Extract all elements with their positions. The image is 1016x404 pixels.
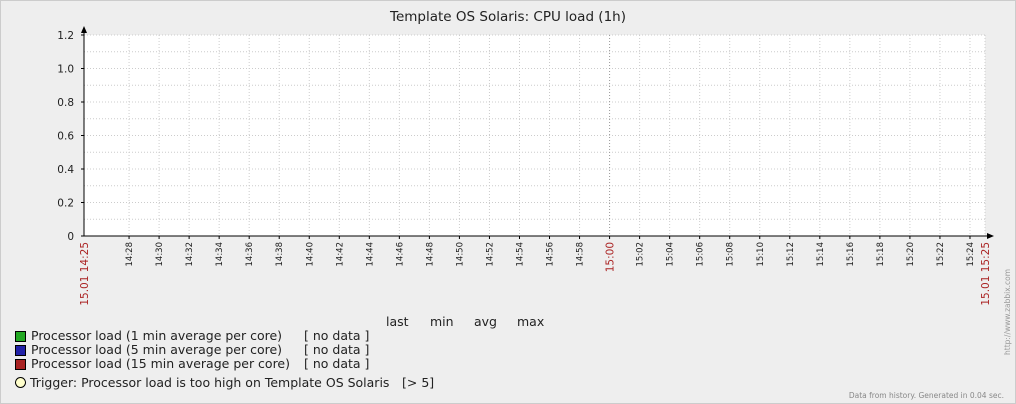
x-tick-label: 14:38 (275, 242, 285, 267)
trigger-label: Trigger: Processor load is too high on T… (30, 375, 390, 390)
y-tick-label: 0 (67, 231, 74, 243)
x-tick-label: 15:02 (636, 242, 646, 267)
x-end-label: 15.01 15:25 (980, 242, 992, 306)
x-tick-label: 15:08 (726, 242, 736, 267)
x-tick-label: 15:22 (936, 242, 946, 267)
trigger-value: [> 5] (402, 375, 435, 390)
x-tick-label: 15:10 (756, 242, 766, 267)
legend-col-max: max (517, 314, 545, 329)
y-tick-label: 0.6 (57, 131, 74, 143)
x-tick-label: 14:52 (485, 242, 495, 267)
x-start-label: 15.01 14:25 (79, 242, 91, 306)
y-tick-label: 0.4 (57, 164, 74, 176)
x-tick-label: 15:16 (846, 242, 856, 267)
x-tick-label: 14:36 (245, 242, 255, 267)
x-tick-label: 14:46 (395, 242, 405, 267)
legend-swatch-15min (15, 359, 26, 370)
x-tick-label: 15:06 (696, 242, 706, 267)
x-tick-label: 14:28 (125, 242, 135, 267)
x-tick-label: 14:44 (365, 242, 375, 267)
legend-label-5min: Processor load (5 min average per core) (31, 342, 283, 357)
x-tick-label: 15:24 (966, 242, 976, 267)
x-tick-label: 15:04 (666, 242, 676, 267)
x-tick-label: 14:54 (515, 242, 525, 267)
legend-col-min: min (430, 314, 454, 329)
x-tick-label: 14:56 (546, 242, 556, 267)
x-tick-label: 15:12 (786, 242, 796, 267)
y-tick-label: 0.8 (57, 97, 74, 109)
y-tick-label: 1.0 (57, 64, 74, 76)
y-tick-label: 0.2 (57, 198, 74, 210)
legend-col-last: last (386, 314, 409, 329)
legend-col-avg: avg (474, 314, 497, 329)
footer-note: Data from history. Generated in 0.04 sec… (848, 391, 1004, 400)
y-tick-label: 1.2 (57, 30, 74, 42)
x-tick-label: 14:50 (455, 242, 465, 267)
trigger-marker-icon (15, 377, 26, 388)
x-tick-label: 14:32 (185, 242, 195, 267)
x-tick-label: 15:20 (906, 242, 916, 267)
y-axis-arrow (81, 26, 87, 33)
x-tick-label: 15:00 (605, 242, 617, 272)
x-tick-label: 14:58 (576, 242, 586, 267)
legend-swatch-5min (15, 345, 26, 356)
chart-title: Template OS Solaris: CPU load (1h) (390, 9, 626, 25)
x-tick-label: 14:42 (335, 242, 345, 267)
x-tick-label: 14:34 (215, 242, 225, 267)
x-axis-arrow (987, 233, 994, 239)
x-tick-label: 14:40 (305, 242, 315, 267)
legend-value-1min: [ no data ] (304, 328, 370, 343)
x-tick-label: 15:18 (876, 242, 886, 267)
legend-label-1min: Processor load (1 min average per core) (31, 328, 283, 343)
x-tick-label: 14:48 (425, 242, 435, 267)
zabbix-watermark: http://www.zabbix.com (1003, 268, 1012, 355)
legend-label-15min: Processor load (15 min average per core) (31, 356, 291, 371)
legend-value-15min: [ no data ] (304, 356, 370, 371)
x-tick-label: 15:14 (816, 242, 826, 267)
legend-swatch-1min (15, 331, 26, 342)
x-tick-label: 14:30 (155, 242, 165, 267)
legend-value-5min: [ no data ] (304, 342, 370, 357)
